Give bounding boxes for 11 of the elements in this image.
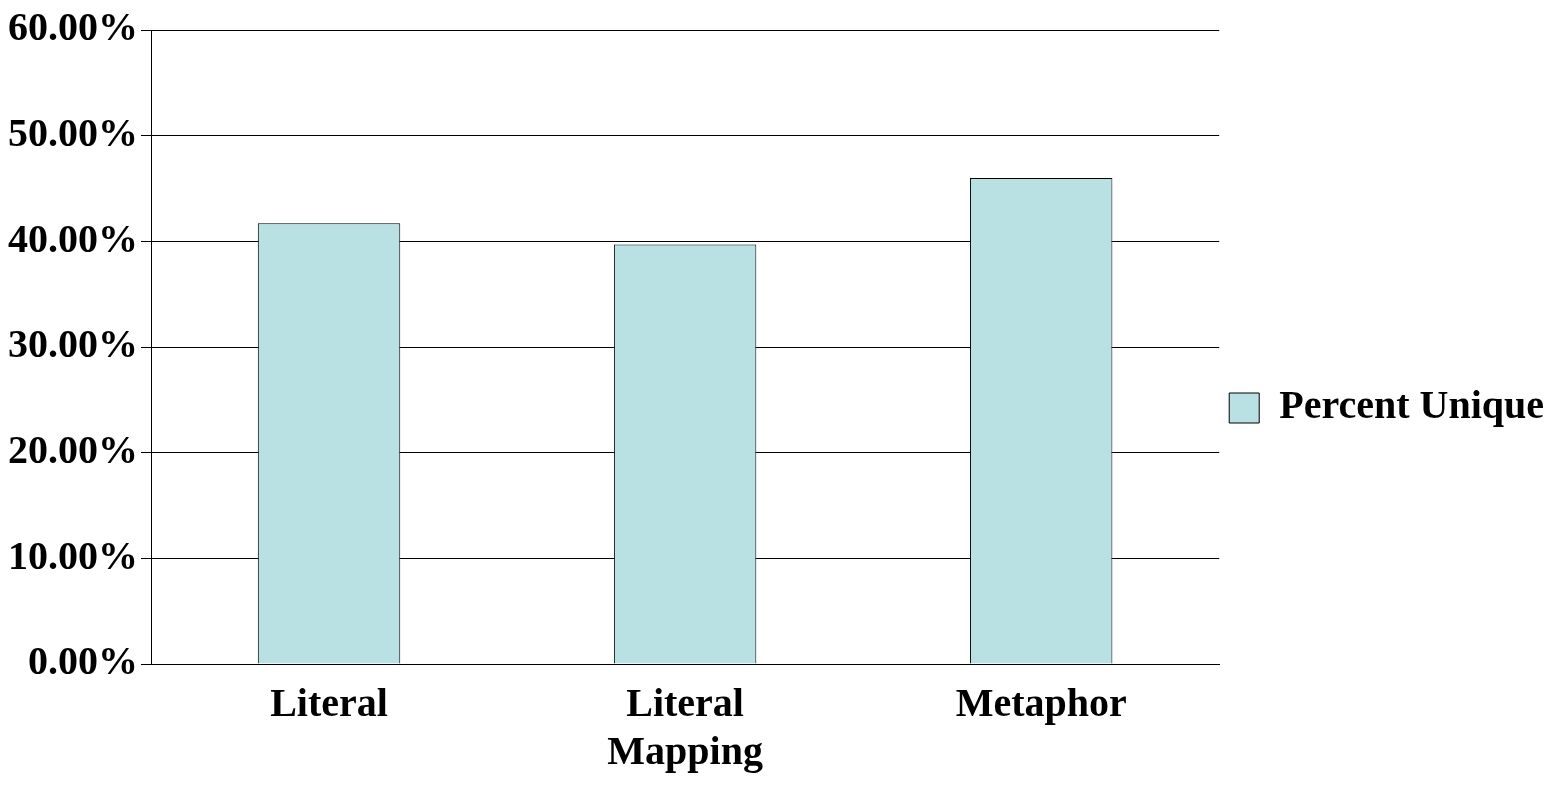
- y-tick-label: 50.00%: [8, 109, 138, 155]
- x-tick-label: Metaphor: [955, 680, 1127, 726]
- legend-label: Percent Unique: [1279, 382, 1545, 428]
- y-tick-label: 30.00%: [8, 321, 138, 367]
- y-tick-label: 20.00%: [8, 426, 138, 472]
- x-tick-label: Literal Mapping: [607, 680, 763, 774]
- y-tick-label: 10.00%: [8, 532, 138, 578]
- y-tick-label: 0.00%: [28, 638, 138, 684]
- y-tick-label: 40.00%: [8, 215, 138, 261]
- y-tick-label: 60.00%: [8, 4, 138, 50]
- x-tick-label: Literal: [270, 680, 388, 726]
